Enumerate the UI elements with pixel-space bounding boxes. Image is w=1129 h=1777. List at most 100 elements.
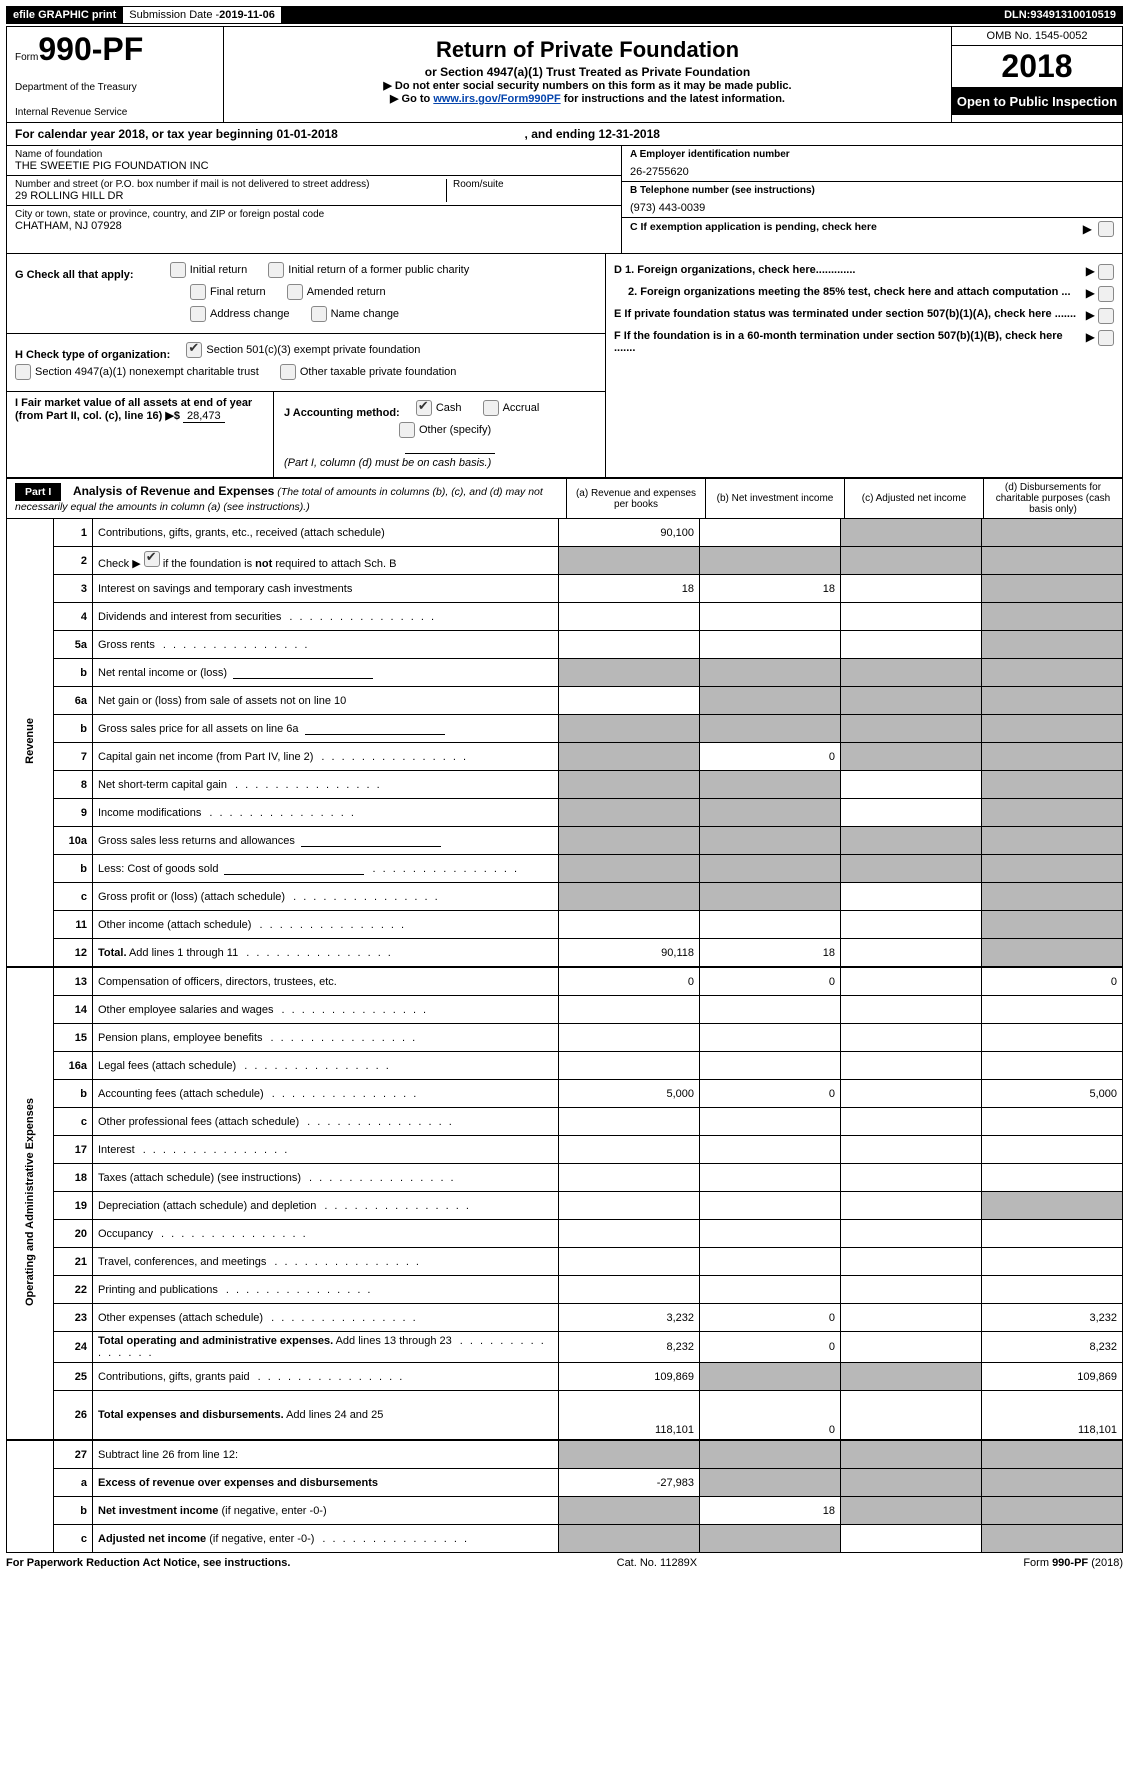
line-description: Contributions, gifts, grants, etc., rece… [93, 519, 559, 547]
checkbox-initial-former[interactable] [268, 262, 284, 278]
checkbox-amended-return[interactable] [287, 284, 303, 300]
line-number: b [54, 1497, 93, 1525]
line-number: 20 [54, 1220, 93, 1248]
line-number: b [54, 855, 93, 883]
checkbox-name-change[interactable] [311, 306, 327, 322]
line-number: 4 [54, 603, 93, 631]
irs-link[interactable]: www.irs.gov/Form990PF [433, 93, 560, 105]
checkbox-address-change[interactable] [190, 306, 206, 322]
form-header: Form990-PF Department of the Treasury In… [6, 26, 1123, 123]
line-number: 3 [54, 575, 93, 603]
line-description: Total. Add lines 1 through 11 [93, 939, 559, 968]
line-number: 21 [54, 1248, 93, 1276]
part1-label: Part I [15, 483, 61, 501]
line-description: Net rental income or (loss) [93, 659, 559, 687]
table-row: 12Total. Add lines 1 through 1190,11818 [7, 939, 1123, 968]
section-h: H Check type of organization: Section 50… [7, 334, 605, 392]
checkbox-d2[interactable] [1098, 286, 1114, 302]
section-vertical-label: Revenue [7, 519, 54, 967]
table-row: 9Income modifications [7, 799, 1123, 827]
table-row: 14Other employee salaries and wages [7, 996, 1123, 1024]
line-description: Other income (attach schedule) [93, 911, 559, 939]
checkbox-d1[interactable] [1098, 264, 1114, 280]
line-description: Other expenses (attach schedule) [93, 1304, 559, 1332]
ghij-def-block: G Check all that apply: Initial return I… [6, 254, 1123, 478]
line-number: 26 [54, 1391, 93, 1441]
checkbox-other-taxable[interactable] [280, 364, 296, 380]
line-number: 27 [54, 1440, 93, 1469]
table-row: 3Interest on savings and temporary cash … [7, 575, 1123, 603]
checkbox-f[interactable] [1098, 330, 1114, 346]
checkbox-sch-b[interactable] [144, 551, 160, 567]
line-description: Gross profit or (loss) (attach schedule) [93, 883, 559, 911]
line-description: Gross sales less returns and allowances [93, 827, 559, 855]
table-row: 27Subtract line 26 from line 12: [7, 1440, 1123, 1469]
line-number: 13 [54, 967, 93, 996]
section-ij: I Fair market value of all assets at end… [7, 392, 605, 477]
line-number: b [54, 659, 93, 687]
col-a-header: (a) Revenue and expenses per books [566, 479, 705, 518]
line-number: 12 [54, 939, 93, 968]
table-row: bGross sales price for all assets on lin… [7, 715, 1123, 743]
table-row: cGross profit or (loss) (attach schedule… [7, 883, 1123, 911]
table-row: 10aGross sales less returns and allowanc… [7, 827, 1123, 855]
line-number: 17 [54, 1136, 93, 1164]
line-number: 24 [54, 1332, 93, 1363]
table-row: cOther professional fees (attach schedul… [7, 1108, 1123, 1136]
section-g: G Check all that apply: Initial return I… [7, 254, 605, 334]
dln: DLN: 93491310010519 [998, 7, 1122, 23]
checkbox-accrual[interactable] [483, 400, 499, 416]
line-description: Subtract line 26 from line 12: [93, 1440, 559, 1469]
line-description: Total expenses and disbursements. Add li… [93, 1391, 559, 1441]
table-row: bNet investment income (if negative, ent… [7, 1497, 1123, 1525]
line-number: 9 [54, 799, 93, 827]
table-row: 11Other income (attach schedule) [7, 911, 1123, 939]
topbar-spacer [282, 7, 998, 23]
page-footer: For Paperwork Reduction Act Notice, see … [6, 1557, 1123, 1569]
line-description: Compensation of officers, directors, tru… [93, 967, 559, 996]
checkbox-e[interactable] [1098, 308, 1114, 324]
checkbox-initial-return[interactable] [170, 262, 186, 278]
table-row: bAccounting fees (attach schedule)5,0000… [7, 1080, 1123, 1108]
checkbox-cash[interactable] [416, 400, 432, 416]
checkbox-final-return[interactable] [190, 284, 206, 300]
checkbox-c[interactable] [1098, 221, 1114, 237]
line-number: 7 [54, 743, 93, 771]
table-row: 15Pension plans, employee benefits [7, 1024, 1123, 1052]
table-row: 16aLegal fees (attach schedule) [7, 1052, 1123, 1080]
line-description: Depreciation (attach schedule) and deple… [93, 1192, 559, 1220]
line-description: Total operating and administrative expen… [93, 1332, 559, 1363]
line-number: 16a [54, 1052, 93, 1080]
exemption-pending-cell: ▶ C If exemption application is pending,… [622, 218, 1122, 236]
line-description: Taxes (attach schedule) (see instruction… [93, 1164, 559, 1192]
checkbox-other-method[interactable] [399, 422, 415, 438]
line-description: Accounting fees (attach schedule) [93, 1080, 559, 1108]
line-number: a [54, 1469, 93, 1497]
section-def: D 1. Foreign organizations, check here..… [605, 254, 1122, 477]
line-number: b [54, 715, 93, 743]
table-row: 25Contributions, gifts, grants paid109,8… [7, 1363, 1123, 1391]
table-row: 23Other expenses (attach schedule)3,2320… [7, 1304, 1123, 1332]
line-number: 5a [54, 631, 93, 659]
table-row: 18Taxes (attach schedule) (see instructi… [7, 1164, 1123, 1192]
col-d-header: (d) Disbursements for charitable purpose… [983, 479, 1122, 518]
dept-treasury: Department of the Treasury [15, 82, 215, 93]
line-description: Adjusted net income (if negative, enter … [93, 1525, 559, 1553]
line-number: 18 [54, 1164, 93, 1192]
col-c-header: (c) Adjusted net income [844, 479, 983, 518]
table-row: bLess: Cost of goods sold [7, 855, 1123, 883]
phone-cell: B Telephone number (see instructions) (9… [622, 182, 1122, 218]
line-number: 25 [54, 1363, 93, 1391]
checkbox-501c3[interactable] [186, 342, 202, 358]
line-description: Less: Cost of goods sold [93, 855, 559, 883]
tax-year: 2018 [952, 46, 1122, 88]
table-row: aExcess of revenue over expenses and dis… [7, 1469, 1123, 1497]
form-title: Return of Private Foundation [232, 37, 943, 63]
checkbox-4947a1[interactable] [15, 364, 31, 380]
line-description: Interest [93, 1136, 559, 1164]
line-number: 8 [54, 771, 93, 799]
table-row: 2Check ▶ if the foundation is not requir… [7, 547, 1123, 575]
table-row: 22Printing and publications [7, 1276, 1123, 1304]
line-description: Travel, conferences, and meetings [93, 1248, 559, 1276]
line-description: Gross rents [93, 631, 559, 659]
